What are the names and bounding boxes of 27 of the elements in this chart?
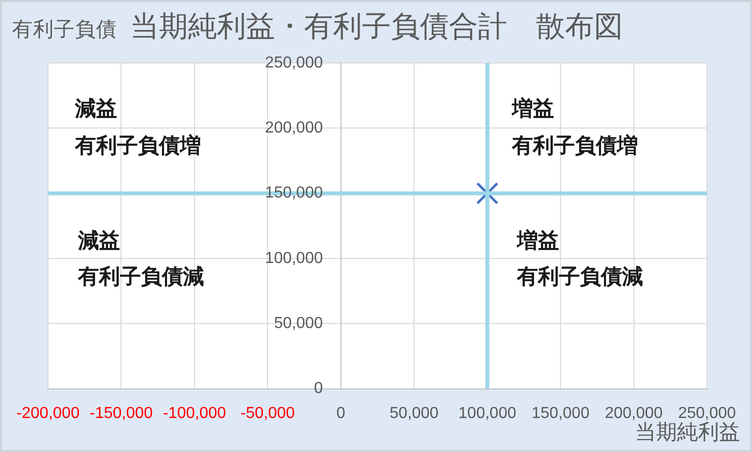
x-axis-title: 当期純利益 — [635, 420, 740, 444]
annotation: 有利子負債減 — [516, 264, 643, 288]
y-tick-label: 200,000 — [265, 120, 323, 137]
y-tick-label: 150,000 — [265, 184, 323, 202]
x-tick-label: 50,000 — [390, 404, 439, 422]
y-axis-title: 有利子負債 — [12, 17, 117, 41]
x-tick-label: 200,000 — [604, 404, 663, 422]
annotation: 有利子負債減 — [77, 264, 204, 288]
annotation: 有利子負債増 — [74, 133, 201, 158]
y-tick-label: 100,000 — [265, 250, 323, 267]
x-tick-label: 250,000 — [678, 404, 736, 422]
annotation: 有利子負債増 — [511, 133, 638, 158]
x-tick-label: -50,000 — [240, 404, 295, 422]
y-tick-label: 250,000 — [265, 54, 323, 72]
x-tick-label: -150,000 — [90, 404, 153, 422]
y-tick-label: 50,000 — [274, 315, 323, 332]
annotation: 増益 — [516, 228, 559, 252]
y-tick-label: 0 — [314, 380, 323, 398]
x-tick-label: 150,000 — [532, 404, 590, 422]
annotation: 増益 — [511, 96, 554, 120]
x-tick-label: -200,000 — [16, 404, 80, 422]
x-tick-label: 0 — [336, 404, 346, 422]
x-tick-label: -100,000 — [162, 404, 226, 422]
chart-title: 当期純利益・有利子負債合計 散布図 — [130, 9, 623, 43]
annotation: 減益 — [77, 228, 120, 252]
annotation: 減益 — [74, 96, 117, 120]
x-tick-label: 100,000 — [458, 404, 516, 422]
